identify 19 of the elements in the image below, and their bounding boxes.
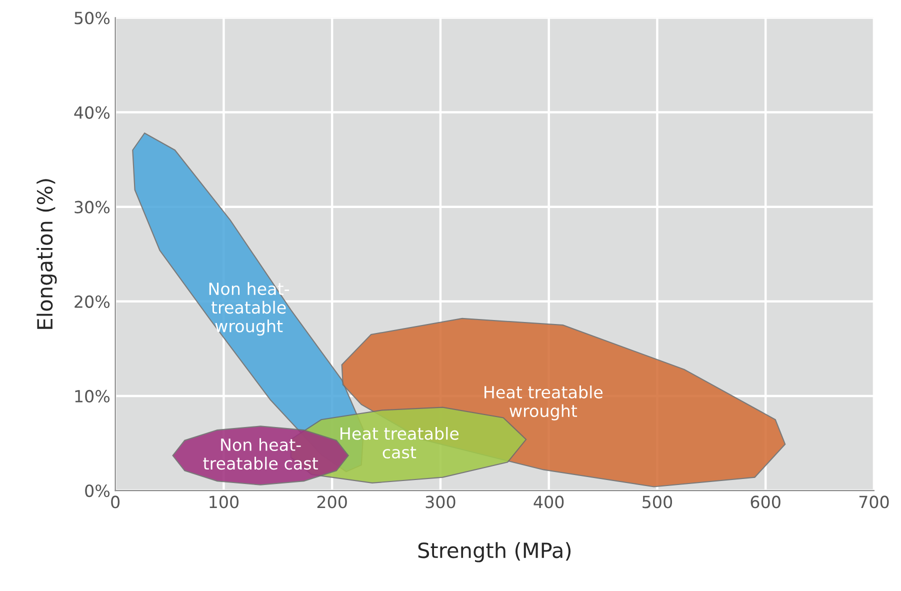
y-tick-label: 50% [74, 12, 110, 24]
series-label: Non heat- treatable cast [203, 438, 318, 470]
y-tick-label: 30% [74, 200, 110, 214]
x-axis-title: Strength (MPa) [418, 542, 571, 562]
series-label: Heat treatable cast [340, 426, 459, 459]
x-tick-label: 700 [859, 496, 889, 508]
x-tick-label: 400 [534, 496, 564, 508]
x-tick-label: 500 [642, 496, 672, 508]
series-label: Heat treatable wrought [484, 386, 603, 420]
y-tick-label: 40% [74, 106, 110, 119]
x-tick-label: 0 [111, 496, 120, 508]
x-tick-label: 200 [317, 496, 347, 508]
x-tick-label: 300 [426, 496, 456, 508]
y-tick-label: 0% [85, 484, 110, 498]
x-tick-label: 100 [210, 496, 239, 508]
x-tick-label: 600 [750, 496, 780, 508]
y-axis-title: Elongation (%) [36, 179, 57, 329]
y-tick-label: 20% [74, 295, 110, 308]
y-tick-label: 10% [75, 390, 110, 403]
